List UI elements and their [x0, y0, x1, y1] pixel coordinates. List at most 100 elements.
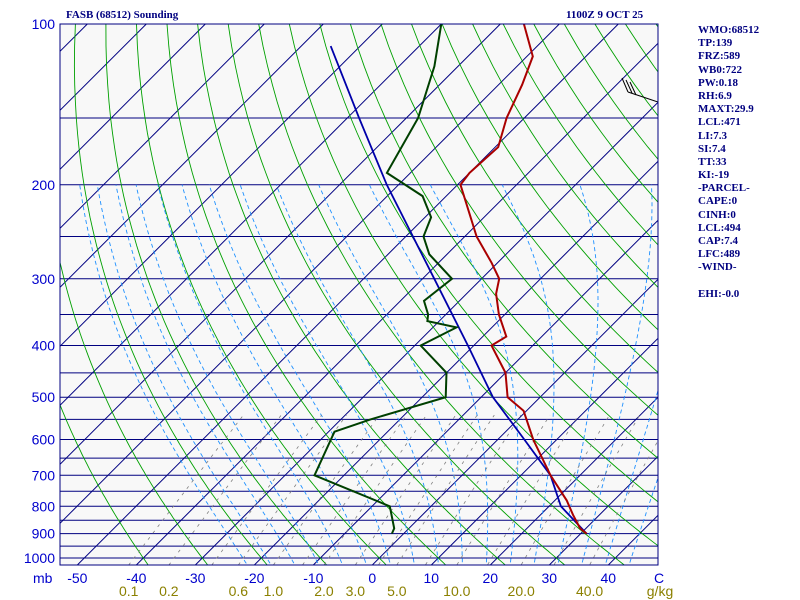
- isobars: [60, 24, 658, 559]
- mixing-ratio-label: 1.0: [264, 583, 284, 599]
- index-line: -WIND-: [698, 261, 737, 274]
- mixing-ratio-label: 5.0: [387, 583, 407, 599]
- isotherm--110: [60, 24, 265, 230]
- moist-adiabat-0: [181, 184, 368, 565]
- index-line: PW:0.18: [698, 76, 739, 89]
- moist-adiabat-24: [429, 184, 519, 565]
- moist-adiabat-4: [208, 184, 391, 565]
- mixing-ratio-label: 2.0: [314, 583, 334, 599]
- temperature-unit-label: C: [654, 570, 664, 586]
- dry-adiabat-20: [197, 24, 506, 565]
- mixing-ratio-lines: [128, 414, 658, 565]
- temperature-label: 40: [601, 570, 617, 586]
- mixing-ratio-label: 20.0: [508, 583, 535, 599]
- pressure-label: 700: [32, 467, 56, 483]
- profiles: [313, 24, 588, 535]
- index-line: MAXT:29.9: [698, 103, 754, 116]
- isotherm--40: [135, 42, 658, 565]
- isotherms: [0, 24, 658, 565]
- mixing-ratio-line: [377, 414, 478, 565]
- moist-adiabat-44: [628, 476, 658, 565]
- plot-background: [60, 24, 658, 565]
- mixing-ratio-label: 0.6: [229, 583, 249, 599]
- index-line: LFC:489: [698, 248, 741, 261]
- index-line: EHI:-0.0: [698, 287, 740, 300]
- temperature-label: -40: [126, 570, 146, 586]
- moist-adiabat-8: [239, 184, 415, 565]
- index-line: WMO:68512: [698, 24, 760, 36]
- index-line: TP:139: [698, 37, 733, 50]
- temperature-label: 30: [542, 570, 558, 586]
- moist-adiabat-36: [581, 184, 653, 565]
- isotherm--120: [60, 24, 206, 171]
- index-line: [698, 275, 798, 288]
- wind-barbs: [621, 24, 658, 103]
- moist-adiabat-28: [501, 184, 555, 565]
- moist-adiabat-12: [275, 184, 439, 565]
- isotherm--90: [60, 24, 383, 348]
- index-line: CAPE:0: [698, 195, 738, 208]
- wind-barb-feather: [629, 81, 637, 96]
- mixing-ratio-unit-label: g/kg: [647, 583, 673, 599]
- isotherm--80: [60, 24, 442, 407]
- mixing-ratio-label: 3.0: [346, 583, 366, 599]
- moist-adiabat--16: [96, 184, 272, 565]
- isotherm-30: [548, 455, 658, 565]
- moist-adiabat-20: [368, 184, 489, 565]
- index-line: CINH:0: [698, 208, 736, 221]
- mixing-ratio-line: [589, 439, 658, 565]
- dry-adiabat-90: [411, 24, 658, 373]
- temperature-trace: [459, 24, 588, 535]
- index-line: KI:-19: [698, 169, 730, 182]
- isotherm--60: [60, 24, 560, 525]
- pressure-label: 400: [32, 338, 56, 354]
- moist-adiabat--20: [79, 184, 248, 565]
- isotherm--50: [76, 24, 619, 565]
- pressure-unit-label: mb: [33, 570, 53, 586]
- index-line: TT:33: [698, 155, 727, 168]
- pressure-label: 600: [32, 432, 56, 448]
- mixing-ratio-line: [396, 414, 495, 565]
- temperature-label: -50: [67, 570, 87, 586]
- dry-adiabat-80: [380, 24, 658, 416]
- mixing-ratio-label: 40.0: [576, 583, 603, 599]
- moist-adiabat-40: [604, 388, 658, 565]
- mixing-ratio-line: [553, 414, 641, 565]
- plot-frame: [59, 23, 659, 566]
- pressure-label: 1000: [24, 550, 55, 566]
- dry-adiabat-70: [349, 24, 658, 459]
- mixing-ratio-line: [211, 414, 322, 565]
- index-line: SI:7.4: [698, 142, 726, 155]
- wind-barb-feather: [621, 77, 629, 93]
- dry-adiabat--10: [105, 24, 328, 565]
- moist-adiabat--12: [115, 184, 296, 565]
- dry-adiabat-110: [472, 24, 658, 288]
- index-line: CAP:7.4: [698, 235, 739, 247]
- isotherm-10: [430, 337, 658, 565]
- dry-adiabat-10: [166, 24, 447, 565]
- moist-adiabat--4: [157, 184, 344, 565]
- wind-barb-feather: [625, 79, 633, 94]
- temperature-label: -30: [185, 570, 205, 586]
- temperature-label: 0: [368, 570, 376, 586]
- isotherm--30: [194, 101, 658, 565]
- dewpoint-trace: [313, 24, 460, 535]
- dry-adiabat--30: [60, 260, 209, 565]
- index-line: WB0:722: [698, 63, 742, 76]
- pressure-label: 300: [32, 271, 56, 287]
- pressure-label: 200: [32, 177, 56, 193]
- temperature-label: -20: [244, 570, 264, 586]
- mixing-ratio-label: 0.2: [159, 583, 179, 599]
- dry-adiabat-50: [288, 24, 658, 547]
- index-line: FRZ:589: [698, 50, 741, 63]
- index-line: LCL:471: [698, 116, 741, 129]
- moist-adiabat-16: [318, 184, 463, 565]
- isotherm--150: [0, 24, 28, 565]
- index-line: RH:6.9: [698, 89, 732, 102]
- pressure-label: 900: [32, 526, 56, 542]
- mixing-ratio-line: [128, 414, 244, 565]
- index-line: LI:7.3: [698, 129, 728, 142]
- index-line: LCL:494: [698, 221, 741, 234]
- moist-adiabats: [79, 184, 658, 565]
- dry-adiabat-30: [227, 24, 566, 565]
